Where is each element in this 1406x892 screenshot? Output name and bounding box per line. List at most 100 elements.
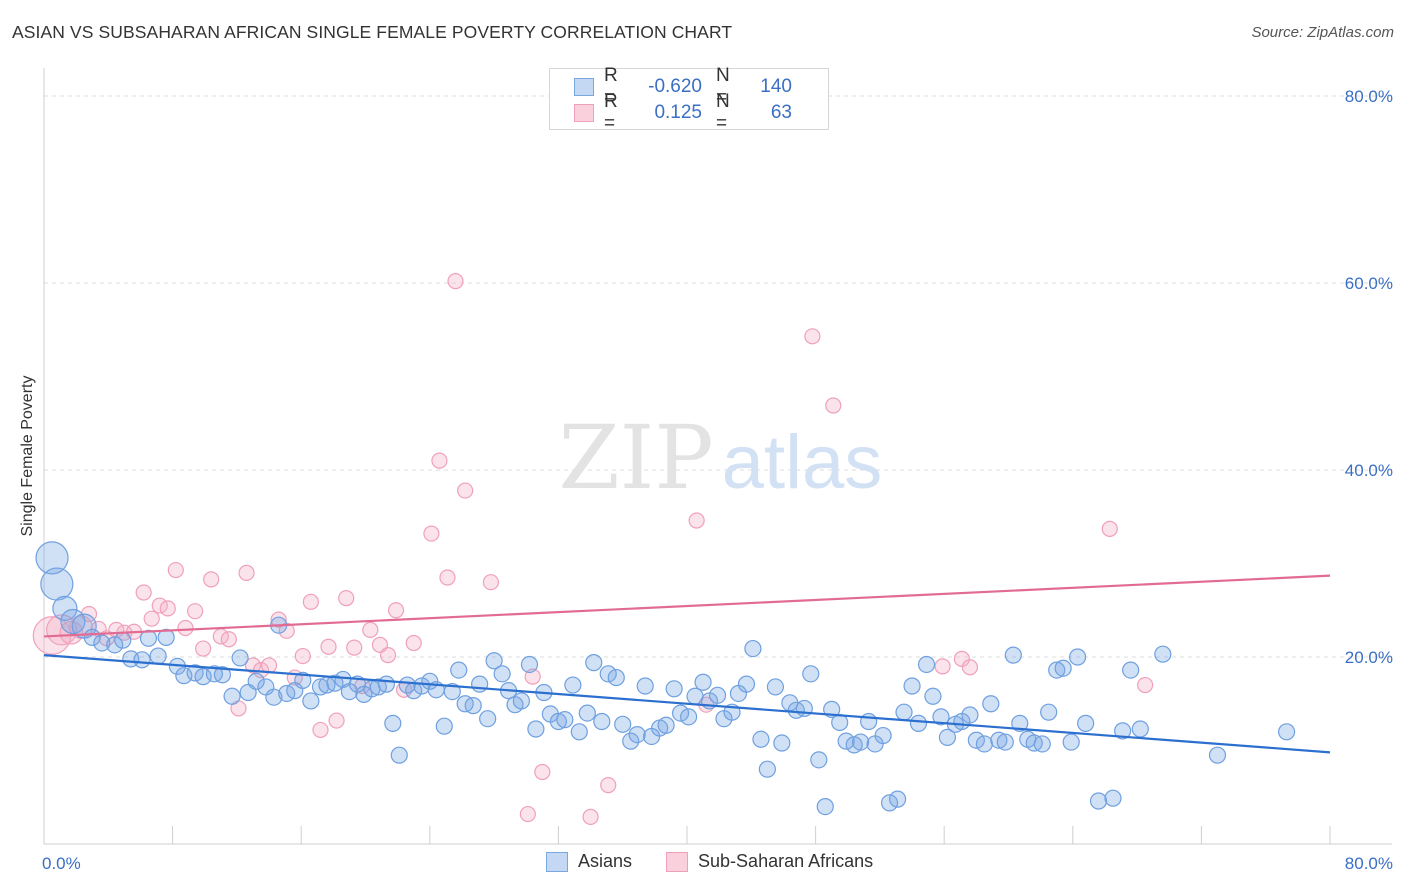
point-asians [758, 760, 776, 778]
point-sub-saharan-africans [600, 776, 617, 794]
point-asians [106, 636, 124, 654]
point-asians [657, 716, 675, 734]
point-sub-saharan-africans [825, 397, 842, 414]
point-sub-saharan-africans [482, 574, 499, 591]
point-sub-saharan-africans [167, 561, 184, 579]
point-asians [932, 708, 950, 726]
point-asians [1033, 735, 1051, 753]
y-tick-label: 60.0% [1345, 274, 1393, 293]
point-asians [996, 733, 1014, 751]
point-sub-saharan-africans [159, 600, 176, 617]
point-asians [464, 697, 482, 715]
trend-line-asians [43, 654, 1331, 754]
point-sub-saharan-africans [934, 658, 951, 675]
point-sub-saharan-africans [423, 525, 440, 542]
point-sub-saharan-africans [328, 712, 345, 729]
y-tick-label: 80.0% [1345, 87, 1393, 106]
point-asians [384, 714, 402, 732]
point-asians [326, 674, 344, 692]
point-sub-saharan-africans [220, 631, 237, 648]
point-asians [852, 733, 870, 751]
point-sub-saharan-africans [362, 621, 379, 638]
point-asians [213, 666, 232, 684]
point-asians [194, 668, 212, 686]
point-asians [607, 668, 625, 687]
point-asians [570, 723, 588, 741]
point-asians [585, 654, 603, 672]
legend-item-sub-saharan-africans[interactable]: Sub-Saharan Africans [666, 851, 873, 872]
point-sub-saharan-africans [244, 657, 262, 674]
chart-title: ASIAN VS SUBSAHARAN AFRICAN SINGLE FEMAL… [12, 22, 733, 42]
point-asians [1131, 720, 1149, 738]
point-asians [471, 675, 489, 693]
point-asians [671, 704, 690, 722]
legend-label-asians: Asians [578, 851, 633, 871]
point-asians [686, 687, 704, 705]
point-sub-saharan-africans [312, 721, 329, 739]
point-sub-saharan-africans [379, 647, 397, 664]
point-asians [114, 631, 132, 649]
point-asians [1114, 722, 1132, 740]
point-asians [1040, 703, 1058, 721]
point-asians [52, 595, 78, 621]
point-asians [895, 703, 913, 721]
point-sub-saharan-africans [135, 584, 152, 601]
trend-line-sub-saharan-africans [43, 574, 1331, 638]
point-asians [917, 655, 936, 674]
point-asians [636, 677, 654, 695]
point-asians [186, 664, 204, 682]
r-label: R = [604, 91, 618, 134]
point-asians [93, 634, 111, 652]
point-asians [512, 692, 531, 710]
sub-saharan-swatch [574, 104, 594, 122]
point-asians [578, 704, 596, 722]
point-asians [231, 649, 249, 667]
point-sub-saharan-africans [177, 619, 194, 637]
point-asians [485, 652, 503, 670]
point-asians [450, 661, 468, 679]
point-asians [1011, 714, 1029, 732]
point-asians [982, 695, 1000, 713]
y-tick-label: 40.0% [1345, 461, 1393, 480]
point-asians [527, 720, 545, 738]
stats-row-asians: R = -0.620 N = 140 [574, 65, 792, 108]
point-asians [888, 790, 907, 808]
point-asians [175, 667, 193, 685]
point-asians [1004, 646, 1022, 664]
point-asians [265, 688, 283, 706]
point-asians [990, 731, 1008, 749]
stats-row-sub-saharan: R = 0.125 N = 63 [574, 91, 792, 134]
legend-item-asians[interactable]: Asians [546, 851, 632, 872]
point-asians [752, 730, 770, 748]
point-asians [479, 710, 497, 728]
point-sub-saharan-africans [195, 640, 212, 657]
point-sub-saharan-africans [582, 808, 599, 825]
point-asians [149, 647, 167, 665]
point-sub-saharan-africans [688, 512, 705, 529]
y-tick-label: 20.0% [1345, 648, 1393, 667]
point-asians [773, 734, 791, 752]
point-asians [302, 692, 320, 710]
trend-lines [43, 574, 1331, 754]
point-sub-saharan-africans [338, 589, 355, 607]
n-label: N = [716, 65, 730, 108]
point-sub-saharan-africans [203, 571, 220, 588]
point-sub-saharan-africans [519, 805, 536, 823]
point-asians [1089, 792, 1108, 810]
point-asians [157, 628, 175, 646]
point-asians [599, 665, 617, 683]
point-sub-saharan-africans [143, 610, 160, 627]
point-sub-saharan-africans [346, 639, 363, 656]
point-asians [493, 665, 511, 683]
tick-labels: 20.0% 40.0% 60.0% 80.0% 0.0% 80.0% [42, 87, 1393, 873]
n-value: 140 [760, 76, 792, 97]
point-sub-saharan-africans [961, 659, 979, 676]
point-sub-saharan-africans [294, 647, 311, 665]
point-sub-saharan-africans [302, 593, 319, 610]
point-asians [831, 713, 849, 732]
point-sub-saharan-africans [46, 614, 78, 646]
point-asians [708, 686, 727, 704]
n-label: N = [716, 91, 730, 134]
point-sub-saharan-africans [431, 452, 448, 469]
